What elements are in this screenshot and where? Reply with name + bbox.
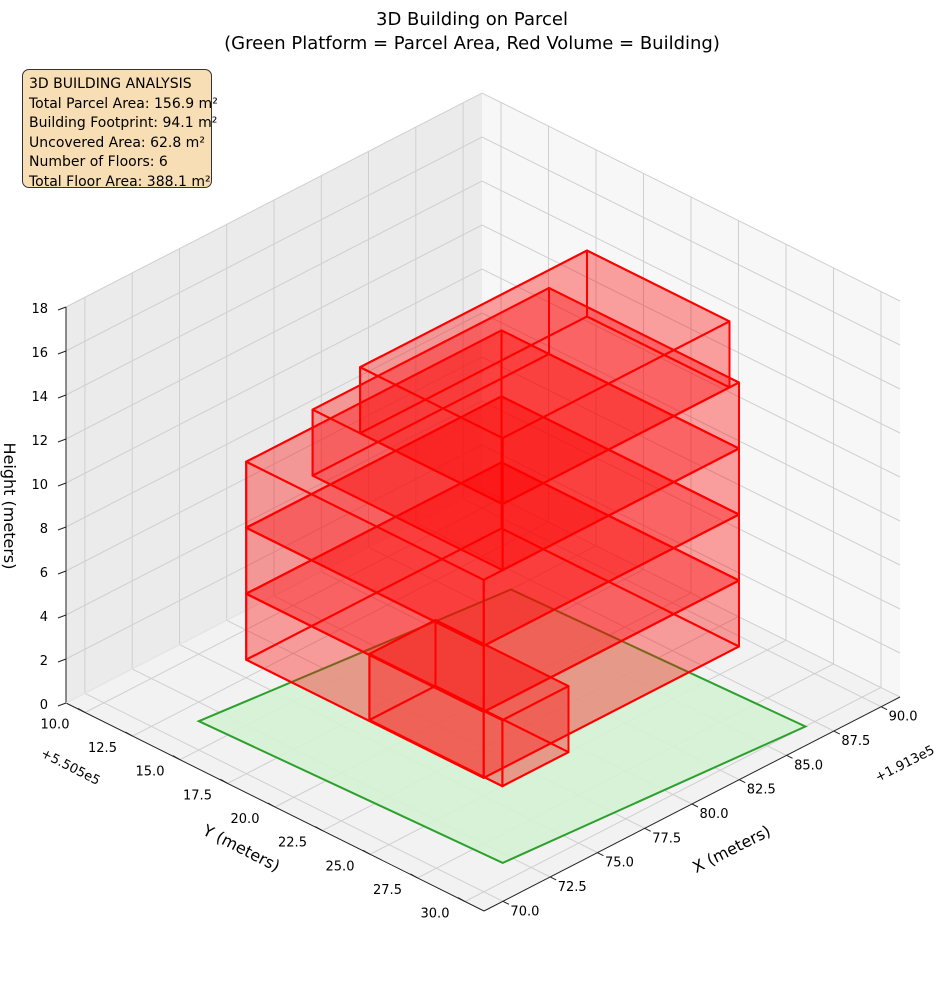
y-tick-3	[220, 778, 228, 784]
y-tick-4	[267, 802, 276, 808]
building-volume	[245, 249, 740, 788]
z-tick-8	[57, 350, 67, 355]
grid-line-z-9	[65, 92, 901, 308]
z-tick-label-0: 0	[40, 698, 48, 713]
z-tick-5	[57, 482, 67, 487]
floor-5	[311, 287, 740, 572]
info-number-of-floors: Number of Floors: 6	[29, 154, 168, 170]
x-tick-label-1: 72.5	[558, 880, 587, 895]
z-tick-label-2: 4	[40, 610, 48, 625]
y-tick-label-7: 27.5	[373, 883, 402, 898]
analysis-info-box: 3D BUILDING ANALYSIS Total Parcel Area: …	[22, 69, 218, 190]
z-tick-6	[57, 438, 67, 443]
grid-line-z-8	[65, 136, 901, 352]
y-tick-label-1: 12.5	[88, 741, 117, 756]
y-tick-7	[410, 873, 418, 879]
z-tick-label-6: 12	[31, 434, 48, 449]
grid-line-z-6	[65, 224, 901, 440]
info-building-footprint: Building Footprint: 94.1 m²	[29, 115, 218, 131]
z-tick-label-8: 16	[31, 346, 48, 361]
z-tick-label-4: 8	[40, 522, 48, 537]
y-tick-5	[315, 826, 323, 832]
x-tick-label-6: 85.0	[794, 758, 823, 773]
x-tick-0	[502, 900, 510, 905]
x-tick-label-8: 90.0	[889, 710, 918, 725]
x-tick-2	[597, 852, 604, 857]
y-tick-0	[77, 708, 86, 713]
x-tick-6	[786, 754, 793, 759]
x-axis-label: X (meters)	[689, 821, 773, 877]
x-tick-label-5: 82.5	[747, 783, 776, 798]
y-tick-label-2: 15.0	[136, 765, 165, 780]
z-tick-label-7: 14	[31, 390, 48, 405]
floor-3	[245, 395, 740, 713]
floor-6-face-5	[359, 249, 731, 440]
z-tick-label-1: 2	[40, 654, 48, 669]
z-axis-label: Height (meters)	[0, 443, 19, 570]
z-tick-3	[57, 570, 67, 575]
z-tick-1	[57, 658, 67, 663]
z-tick-4	[57, 526, 67, 531]
x-tick-label-2: 75.0	[605, 856, 634, 871]
z-tick-9	[57, 306, 67, 311]
x-tick-4	[691, 803, 699, 808]
chart-title: 3D Building on Parcel	[376, 9, 568, 30]
y-tick-label-3: 17.5	[183, 788, 212, 803]
x-tick-1	[549, 876, 557, 881]
grid-line-z-3	[65, 356, 901, 572]
info-total-parcel-area: Total Parcel Area: 156.9 m²	[29, 95, 218, 112]
grid-line-z-5	[65, 268, 901, 484]
y-tick-1	[125, 731, 133, 737]
y-tick-label-0: 10.0	[41, 717, 70, 732]
info-heading: 3D BUILDING ANALYSIS	[29, 76, 192, 92]
grid-line-z-2	[65, 400, 901, 616]
y-tick-label-8: 30.0	[421, 907, 450, 922]
y-tick-2	[172, 755, 181, 761]
info-uncovered-area: Uncovered Area: 62.8 m²	[29, 134, 205, 151]
grid-line-z-1	[65, 444, 901, 660]
x-tick-7	[833, 730, 841, 735]
x-tick-label-7: 87.5	[841, 734, 870, 749]
x-tick-label-0: 70.0	[510, 904, 539, 919]
z-tick-label-3: 6	[40, 566, 48, 581]
x-tick-3	[644, 827, 651, 832]
x-tick-label-4: 80.0	[700, 807, 729, 822]
y-tick-label-6: 25.0	[326, 859, 355, 874]
x-tick-8	[880, 706, 888, 711]
z-tick-label-5: 10	[31, 478, 48, 493]
x-offset-label: +1.913e5	[873, 743, 937, 786]
grid-line-z-4	[65, 312, 901, 528]
z-tick-label-9: 18	[31, 302, 48, 317]
x-tick-label-3: 77.5	[652, 831, 681, 846]
z-tick-0	[57, 702, 67, 707]
floor-1	[368, 619, 570, 788]
chart-subtitle: (Green Platform = Parcel Area, Red Volum…	[224, 33, 720, 54]
floor-6	[359, 249, 731, 506]
y-tick-label-5: 22.5	[278, 836, 307, 851]
y-tick-label-4: 20.0	[231, 812, 260, 827]
tick-labels: 70.0 72.5 75.0 77.5 80.0 82.5 85.0 87.5 90.0 10.0…	[31, 302, 917, 922]
y-tick-8	[457, 897, 466, 902]
y-tick-6	[362, 849, 371, 855]
floor-4	[245, 329, 740, 647]
y-axis-label: Y (meters)	[199, 820, 283, 875]
grid-line-z-7	[65, 180, 901, 396]
z-tick-7	[57, 394, 67, 399]
x-tick-5	[739, 779, 746, 784]
z-tick-2	[57, 614, 67, 619]
info-total-floor-area: Total Floor Area: 388.1 m²	[29, 173, 211, 190]
